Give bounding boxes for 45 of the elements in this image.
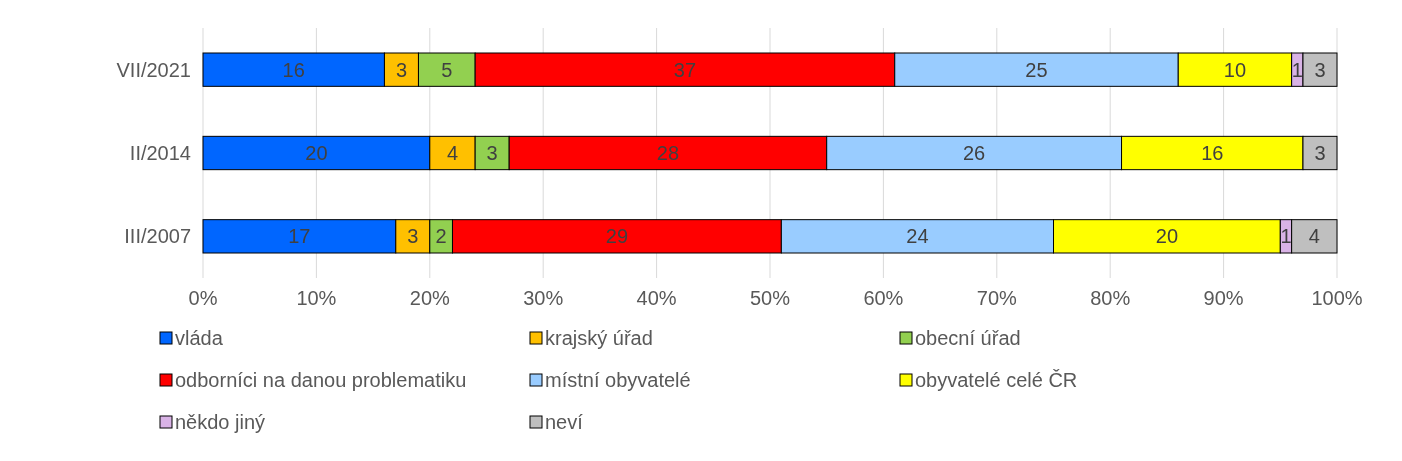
x-tick-label: 80% (1090, 287, 1131, 309)
x-tick-label: 0% (188, 287, 218, 309)
data-label: 3 (486, 142, 498, 164)
legend-label: krajský úřad (545, 327, 653, 349)
legend-label: obecní úřad (915, 327, 1021, 349)
data-label: 1 (1280, 225, 1292, 248)
data-label: 3 (1314, 142, 1326, 164)
data-label: 16 (1201, 142, 1224, 164)
x-tick-label: 40% (636, 287, 677, 309)
data-label: 2 (435, 225, 447, 248)
x-tick-label: 90% (1203, 287, 1244, 309)
y-tick-label: II/2014 (129, 142, 191, 164)
data-label: 20 (305, 142, 328, 164)
data-label: 5 (441, 58, 453, 81)
data-label: 28 (656, 142, 680, 164)
legend-label: obyvatelé celé ČR (915, 369, 1078, 391)
x-tick-label: 50% (749, 287, 791, 309)
x-tick-label: 100% (1311, 287, 1363, 309)
legend-label: někdo jiný (175, 411, 266, 433)
legend-label: vláda (175, 327, 224, 349)
legend-label: místní obyvatelé (545, 369, 691, 391)
data-label: 24 (906, 225, 929, 248)
data-label: 29 (605, 225, 629, 248)
x-tick-label: 70% (976, 287, 1018, 309)
data-label: 4 (446, 142, 459, 164)
legend-label: odborníci na danou problematiku (175, 369, 467, 391)
data-label: 1 (1291, 58, 1303, 81)
data-label: 4 (1308, 225, 1320, 248)
y-tick-label: VII/2021 (116, 58, 191, 81)
data-label: 16 (282, 58, 305, 81)
x-tick-label: 60% (863, 287, 904, 309)
data-label: 26 (962, 142, 986, 164)
x-tick-label: 20% (409, 287, 451, 309)
data-label: 20 (1155, 225, 1179, 248)
data-label: 3 (395, 58, 408, 81)
y-tick-label: III/2007 (124, 225, 191, 248)
x-tick-label: 10% (296, 287, 337, 309)
data-label: 37 (673, 58, 697, 81)
data-label: 25 (1025, 58, 1048, 81)
data-label: 3 (1314, 58, 1326, 81)
legend-label: neví (545, 411, 584, 433)
data-label: 3 (407, 225, 419, 248)
x-tick-label: 30% (523, 287, 564, 309)
data-label: 17 (288, 225, 311, 248)
data-label: 10 (1223, 58, 1247, 81)
